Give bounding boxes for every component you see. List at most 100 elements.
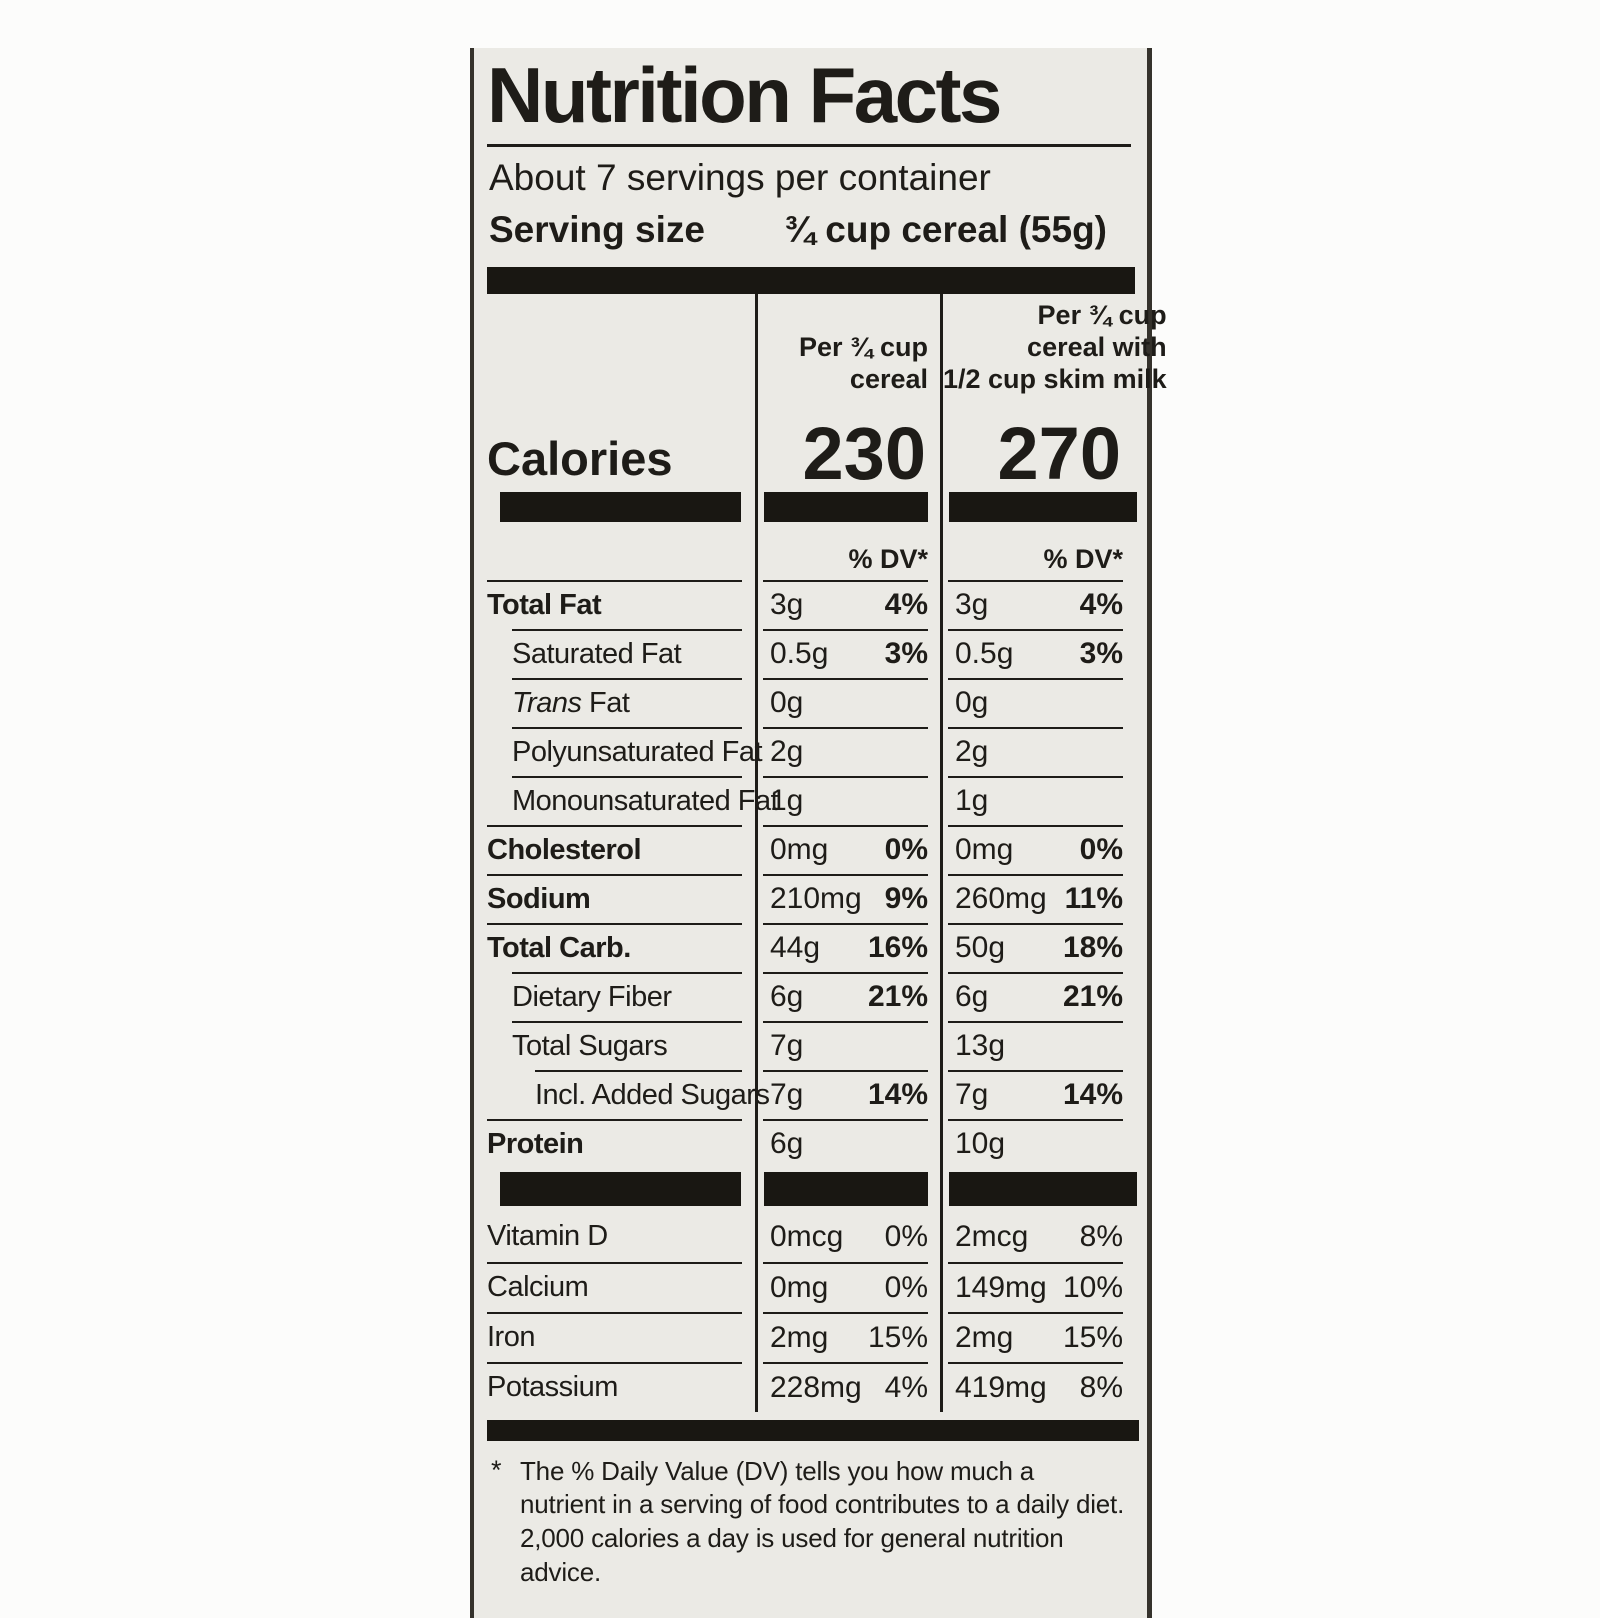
nutrient-name-cell: Potassium	[474, 1361, 755, 1412]
nutrient-name-line: Cholesterol	[487, 824, 742, 874]
amount-value: 2mg	[770, 1320, 829, 1354]
value-cell-with_milk: 0mg 0%	[940, 824, 1147, 874]
nutrient-name: Saturated Fat	[512, 637, 682, 670]
value-line: 10g	[948, 1118, 1123, 1168]
value-line: 228mg 4%	[763, 1361, 928, 1412]
column-header-line: Per ¾ cup	[798, 331, 928, 362]
amount-value: 2g	[955, 735, 989, 769]
nutrient-name: Monounsaturated Fat	[512, 784, 779, 817]
amount-value: 0mcg	[770, 1219, 844, 1253]
black-bar-segment	[949, 491, 1137, 522]
amount-value: 7g	[770, 1078, 804, 1112]
nutrient-name-cell: Total Fat	[474, 579, 755, 629]
nutrient-name: Total Fat	[487, 588, 602, 621]
value-cell-with_milk: 13g	[940, 1020, 1147, 1070]
daily-value-percent: 3%	[884, 637, 928, 671]
vitamin-section-bar-row	[474, 1167, 1147, 1212]
daily-value-percent: 0%	[884, 1270, 928, 1304]
value-line: 0.5g 3%	[948, 628, 1123, 678]
nutrient-name-line: Trans Fat	[512, 677, 742, 727]
value-line: 6g	[763, 1118, 928, 1168]
nutrient-row: Potassium 228mg 4% 419mg 8%	[474, 1361, 1147, 1412]
value-line: 13g	[948, 1020, 1123, 1070]
value-line: 0g	[948, 677, 1123, 727]
daily-value-percent: 0%	[884, 1219, 928, 1253]
footnote-text: The % Daily Value (DV) tells you how muc…	[520, 1455, 1125, 1587]
value-line: 1g	[763, 775, 928, 825]
value-cell-with_milk: 50g 18%	[940, 922, 1147, 972]
column-header-line: cereal	[849, 363, 928, 394]
nutrient-name-line: Total Fat	[487, 579, 742, 629]
nutrient-name: Incl. Added Sugars	[535, 1078, 770, 1111]
nutrient-rows-section: Total Fat 3g 4% 3g 4% Saturated Fat 0.5g 3% 0.5g…	[474, 579, 1147, 1168]
value-cell-with_milk: 419mg 8%	[940, 1361, 1147, 1412]
amount-value: 0mg	[770, 833, 829, 867]
nutrient-row: Vitamin D 0mcg 0% 2mcg 8%	[474, 1211, 1147, 1262]
value-line: 7g 14%	[763, 1069, 928, 1119]
nutrient-row: Monounsaturated Fat 1g 1g	[474, 775, 1147, 825]
nutrient-name: Sodium	[487, 882, 591, 915]
amount-value: 13g	[955, 1029, 1006, 1063]
nutrient-name-line: Incl. Added Sugars	[535, 1069, 770, 1119]
daily-value-percent: 4%	[1079, 588, 1123, 622]
nutrient-row: Incl. Added Sugars 7g 14% 7g 14%	[474, 1069, 1147, 1119]
dv-header-row: % DV* % DV*	[474, 525, 1147, 580]
value-cell-cereal: 0mg 0%	[755, 824, 940, 874]
value-line: 2g	[948, 726, 1123, 776]
amount-value: 419mg	[955, 1370, 1047, 1404]
amount-value: 228mg	[770, 1370, 862, 1404]
calories-label: Calories	[487, 431, 673, 485]
value-line: 6g 21%	[948, 971, 1123, 1021]
dv-header-with-milk: % DV*	[940, 525, 1147, 580]
nutrient-row: Polyunsaturated Fat 2g 2g	[474, 726, 1147, 776]
value-cell-with_milk: 2mcg 8%	[940, 1211, 1147, 1262]
serving-size-label: Serving size	[489, 209, 705, 250]
value-line: 2mg 15%	[948, 1311, 1123, 1362]
value-cell-with_milk: 1g	[940, 775, 1147, 825]
value-cell-with_milk: 2mg 15%	[940, 1311, 1147, 1362]
value-cell-with_milk: 0.5g 3%	[940, 628, 1147, 678]
title-divider	[487, 144, 1131, 147]
value-line: 44g 16%	[763, 922, 928, 972]
nutrient-name-cell: Cholesterol	[474, 824, 755, 874]
dv-header-cereal: % DV*	[755, 525, 940, 580]
amount-value: 1g	[955, 784, 989, 818]
nutrient-name: Trans Fat	[512, 686, 630, 719]
nutrient-row: Saturated Fat 0.5g 3% 0.5g 3%	[474, 628, 1147, 678]
value-cell-cereal: 7g 14%	[755, 1069, 940, 1119]
servings-per-container: About 7 servings per container	[489, 157, 991, 198]
calories-value-with-milk: 270	[940, 399, 1147, 490]
value-line: 149mg 10%	[948, 1261, 1123, 1312]
value-cell-cereal: 228mg 4%	[755, 1361, 940, 1412]
daily-value-percent: 0%	[1079, 833, 1123, 867]
value-line: 0mg 0%	[948, 824, 1123, 874]
value-cell-cereal: 6g	[755, 1118, 940, 1168]
nutrient-name-line: Calcium	[487, 1261, 742, 1312]
daily-value-percent: 15%	[867, 1320, 928, 1354]
bar-cell	[474, 488, 755, 526]
nutrient-name-cell: Sodium	[474, 873, 755, 923]
nutrient-name: Potassium	[487, 1371, 618, 1404]
column-header-cereal: Per ¾ cup cereal	[755, 294, 940, 400]
daily-value-percent: 21%	[867, 980, 928, 1014]
footnote: * The % Daily Value (DV) tells you how m…	[474, 1441, 1147, 1600]
bar-cell	[755, 487, 940, 526]
daily-value-percent: 10%	[1062, 1270, 1123, 1304]
section-bar-bottom	[487, 1419, 1139, 1441]
amount-value: 0g	[770, 686, 804, 720]
nutrient-name-cell: Iron	[474, 1311, 755, 1362]
daily-value-percent: 15%	[1062, 1320, 1123, 1354]
nutrient-name-cell: Polyunsaturated Fat	[474, 726, 763, 776]
column-header-line: 1/2 cup skim milk	[943, 363, 1167, 394]
black-bar-segment	[500, 491, 741, 522]
value-cell-cereal: 6g 21%	[755, 971, 940, 1021]
value-line: 0mg 0%	[763, 1261, 928, 1312]
nutrient-row: Total Fat 3g 4% 3g 4%	[474, 579, 1147, 629]
amount-value: 7g	[955, 1078, 989, 1112]
nutrient-name-line: Polyunsaturated Fat	[512, 726, 763, 776]
nutrient-name-line: Protein	[487, 1118, 742, 1168]
nutrient-name: Polyunsaturated Fat	[512, 735, 763, 768]
value-line: 1g	[948, 775, 1123, 825]
value-cell-with_milk: 10g	[940, 1118, 1147, 1168]
amount-value: 3g	[770, 588, 804, 622]
